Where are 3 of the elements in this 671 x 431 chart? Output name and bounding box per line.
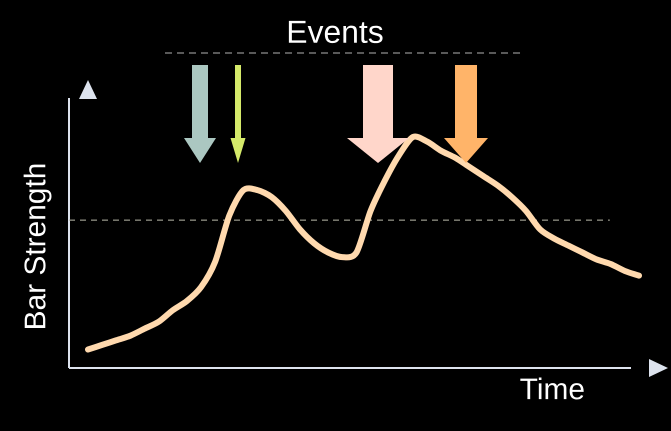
y-axis-title: Bar Strength bbox=[24, 164, 52, 328]
x-axis-title: Time bbox=[520, 378, 584, 400]
text: Events bbox=[288, 20, 383, 44]
